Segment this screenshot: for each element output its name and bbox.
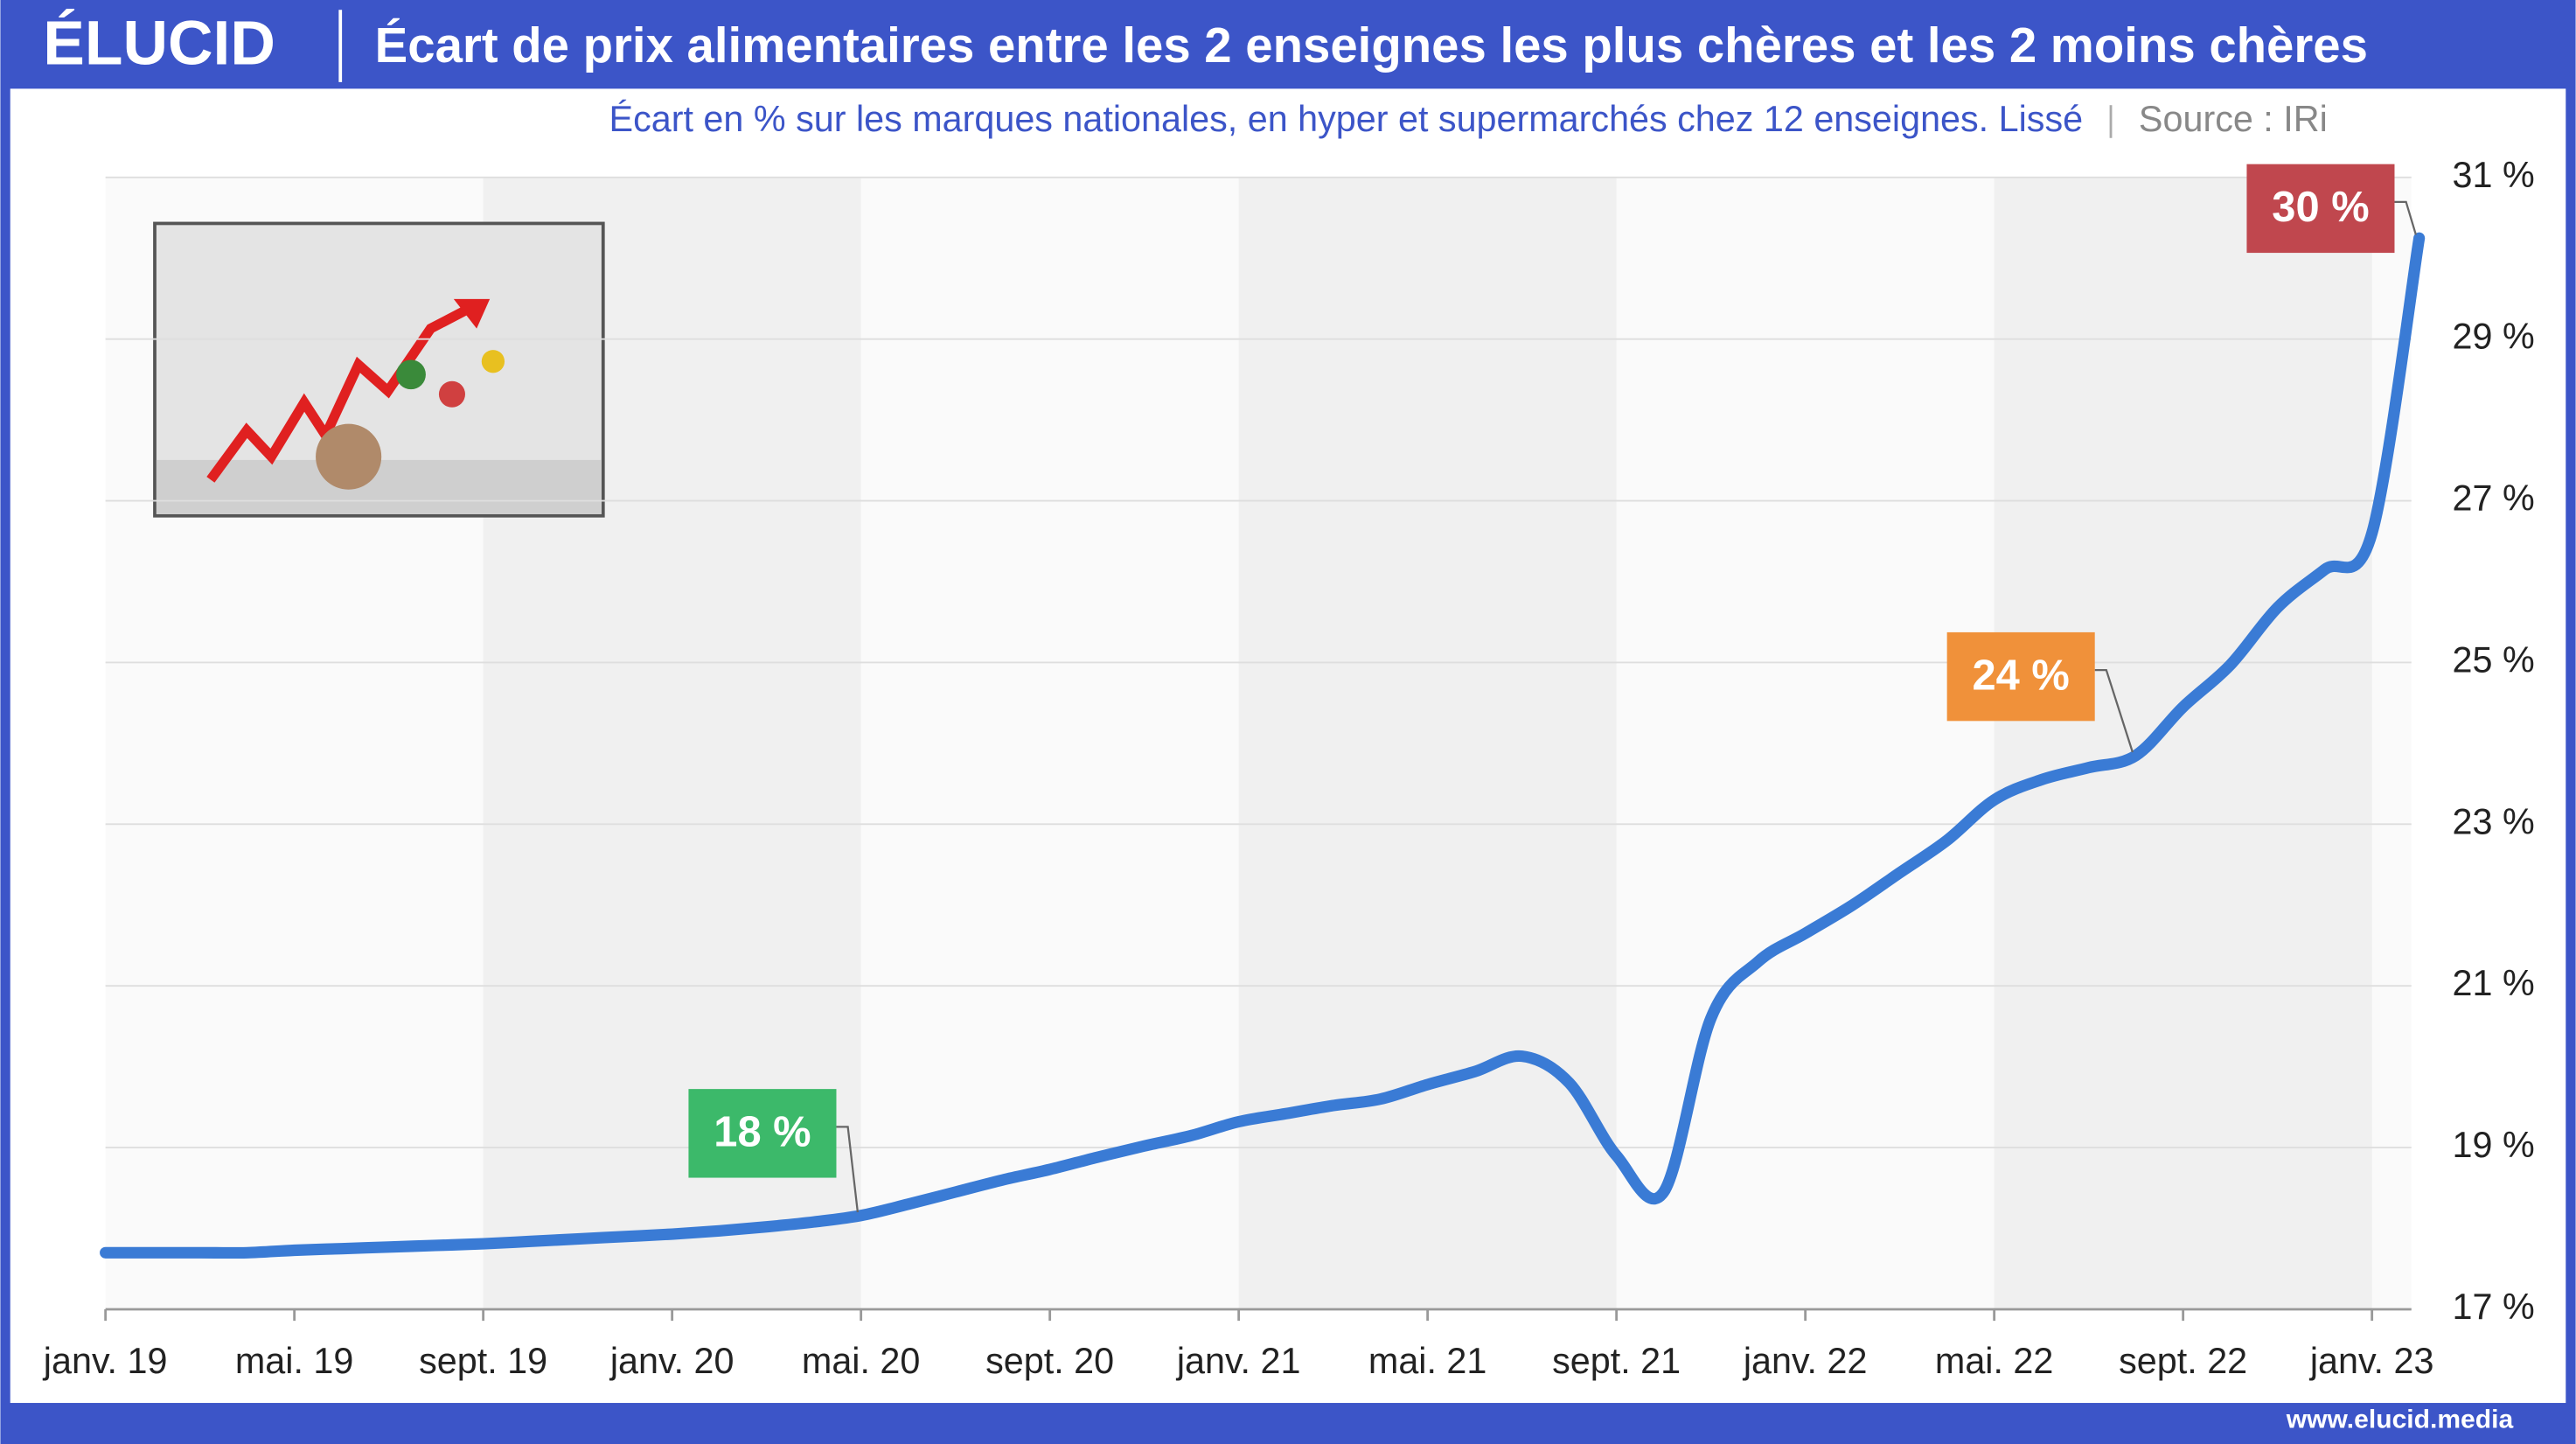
x-tick-label: janv. 22 (1742, 1341, 1868, 1381)
illustration (153, 221, 605, 518)
x-tick-label: mai. 21 (1368, 1341, 1486, 1381)
annotation-box (688, 1089, 837, 1178)
subtitle: Écart en % sur les marques nationales, e… (609, 99, 2084, 139)
footer: www.elucid.media (2286, 1406, 2514, 1434)
annotation-label: 18 % (714, 1109, 811, 1156)
x-tick-label: sept. 19 (419, 1341, 547, 1381)
x-tick-label: sept. 21 (1552, 1341, 1681, 1381)
logo: ÉLUCID (43, 7, 275, 78)
y-tick-label: 21 % (2453, 963, 2535, 1003)
y-tick-label: 19 % (2453, 1125, 2535, 1165)
annotation-label: 30 % (2272, 184, 2369, 231)
x-tick-label: janv. 23 (2308, 1341, 2434, 1381)
x-tick-label: janv. 19 (42, 1341, 168, 1381)
annotation-label: 24 % (1973, 652, 2070, 699)
y-tick-label: 31 % (2453, 155, 2535, 195)
y-tick-label: 29 % (2453, 317, 2535, 357)
y-tick-label: 17 % (2453, 1287, 2535, 1327)
leader-line (2094, 668, 2134, 753)
x-tick-label: mai. 19 (235, 1341, 353, 1381)
y-tick-label: 27 % (2453, 478, 2535, 519)
x-tick-label: janv. 20 (609, 1341, 735, 1381)
leader-line (2394, 200, 2417, 235)
x-tick-label: mai. 20 (802, 1341, 920, 1381)
line (100, 232, 2426, 1259)
x-tick-label: sept. 22 (2119, 1341, 2247, 1381)
band (1238, 177, 1617, 1309)
source: Source : IRi (2139, 99, 2328, 139)
x-tick-label: janv. 21 (1175, 1341, 1301, 1381)
annotation-box (1946, 631, 2095, 722)
leader-line (836, 1126, 860, 1213)
x-tick-label: sept. 20 (985, 1341, 1114, 1381)
chart-title: Écart de prix alimentaires entre les 2 e… (375, 17, 2368, 73)
band (1994, 177, 2372, 1309)
y-tick-label: 23 % (2453, 801, 2535, 841)
y-tick-label: 25 % (2453, 639, 2535, 680)
annotation-box (2246, 164, 2395, 254)
x-tick-label: mai. 22 (1935, 1341, 2053, 1381)
